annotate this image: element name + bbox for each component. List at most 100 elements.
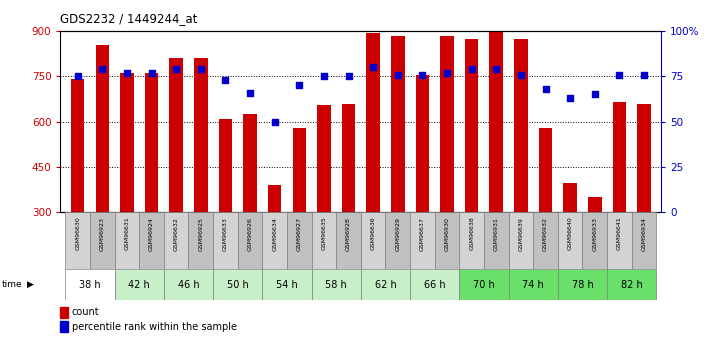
Bar	[637, 104, 651, 212]
Bar	[60, 321, 68, 332]
Bar	[434, 212, 459, 269]
Text: 70 h: 70 h	[473, 280, 495, 289]
Text: GSM96639: GSM96639	[518, 217, 523, 250]
Bar	[391, 36, 405, 212]
Bar	[582, 212, 607, 269]
Text: GSM96634: GSM96634	[272, 217, 277, 250]
Bar	[311, 269, 361, 300]
Bar	[114, 269, 164, 300]
Text: GSM96632: GSM96632	[173, 217, 178, 250]
Bar	[139, 212, 164, 269]
Point	[540, 86, 551, 92]
Text: GSM96631: GSM96631	[124, 217, 129, 250]
Bar	[213, 269, 262, 300]
Point	[245, 90, 256, 95]
Point	[319, 73, 330, 79]
Text: 42 h: 42 h	[129, 280, 150, 289]
Text: ▶: ▶	[27, 280, 34, 289]
Point	[565, 95, 576, 101]
Text: GSM96929: GSM96929	[395, 217, 400, 251]
Point	[220, 77, 231, 83]
Text: GSM96638: GSM96638	[469, 217, 474, 250]
Text: percentile rank within the sample: percentile rank within the sample	[72, 322, 237, 332]
Bar	[188, 212, 213, 269]
Text: GDS2232 / 1449244_at: GDS2232 / 1449244_at	[60, 12, 198, 25]
Bar	[631, 212, 656, 269]
Bar	[410, 212, 434, 269]
Bar	[342, 104, 356, 212]
Text: GSM96925: GSM96925	[198, 217, 203, 250]
Text: GSM96927: GSM96927	[296, 217, 301, 251]
Text: 74 h: 74 h	[523, 280, 544, 289]
Bar	[410, 269, 459, 300]
Bar	[613, 102, 626, 212]
Point	[614, 72, 625, 77]
Point	[294, 82, 305, 88]
Bar	[65, 269, 114, 300]
Bar	[194, 58, 208, 212]
Text: 78 h: 78 h	[572, 280, 593, 289]
Bar	[311, 212, 336, 269]
Bar	[484, 212, 508, 269]
Bar	[558, 212, 582, 269]
Bar	[558, 269, 607, 300]
Bar	[489, 14, 503, 212]
Text: 54 h: 54 h	[276, 280, 298, 289]
Text: GSM96636: GSM96636	[370, 217, 375, 250]
Bar	[60, 307, 68, 317]
Text: GSM96933: GSM96933	[592, 217, 597, 251]
Text: GSM96930: GSM96930	[444, 217, 449, 250]
Text: time: time	[1, 280, 22, 289]
Text: 46 h: 46 h	[178, 280, 199, 289]
Bar	[459, 212, 484, 269]
Text: GSM96923: GSM96923	[100, 217, 105, 251]
Bar	[336, 212, 361, 269]
Bar	[114, 212, 139, 269]
Bar	[416, 75, 429, 212]
Bar	[292, 128, 306, 212]
Text: GSM96630: GSM96630	[75, 217, 80, 250]
Bar	[514, 39, 528, 212]
Text: GSM96934: GSM96934	[641, 217, 646, 251]
Bar	[508, 269, 558, 300]
Point	[392, 72, 403, 77]
Bar	[563, 183, 577, 212]
Point	[269, 119, 280, 125]
Bar	[465, 39, 479, 212]
Bar	[268, 185, 282, 212]
Text: GSM96633: GSM96633	[223, 217, 228, 250]
Bar	[366, 33, 380, 212]
Text: GSM96932: GSM96932	[543, 217, 548, 251]
Text: GSM96641: GSM96641	[617, 217, 622, 250]
Bar	[90, 212, 114, 269]
Text: 66 h: 66 h	[424, 280, 446, 289]
Point	[515, 72, 527, 77]
Bar	[539, 128, 552, 212]
Text: GSM96928: GSM96928	[346, 217, 351, 250]
Bar	[317, 105, 331, 212]
Point	[171, 66, 182, 72]
Bar	[237, 212, 262, 269]
Text: 82 h: 82 h	[621, 280, 643, 289]
Text: count: count	[72, 307, 100, 317]
Bar	[287, 212, 311, 269]
Bar	[262, 269, 311, 300]
Bar	[219, 119, 232, 212]
Text: 62 h: 62 h	[375, 280, 396, 289]
Bar	[164, 212, 188, 269]
Bar	[440, 36, 454, 212]
Text: 38 h: 38 h	[79, 280, 101, 289]
Bar	[65, 212, 90, 269]
Bar	[243, 114, 257, 212]
Bar	[71, 79, 85, 212]
Bar	[385, 212, 410, 269]
Bar	[213, 212, 237, 269]
Bar	[164, 269, 213, 300]
Point	[442, 70, 453, 76]
Bar	[361, 212, 385, 269]
Point	[97, 66, 108, 72]
Text: GSM96637: GSM96637	[420, 217, 425, 250]
Point	[195, 66, 206, 72]
Bar	[459, 269, 508, 300]
Point	[491, 66, 502, 72]
